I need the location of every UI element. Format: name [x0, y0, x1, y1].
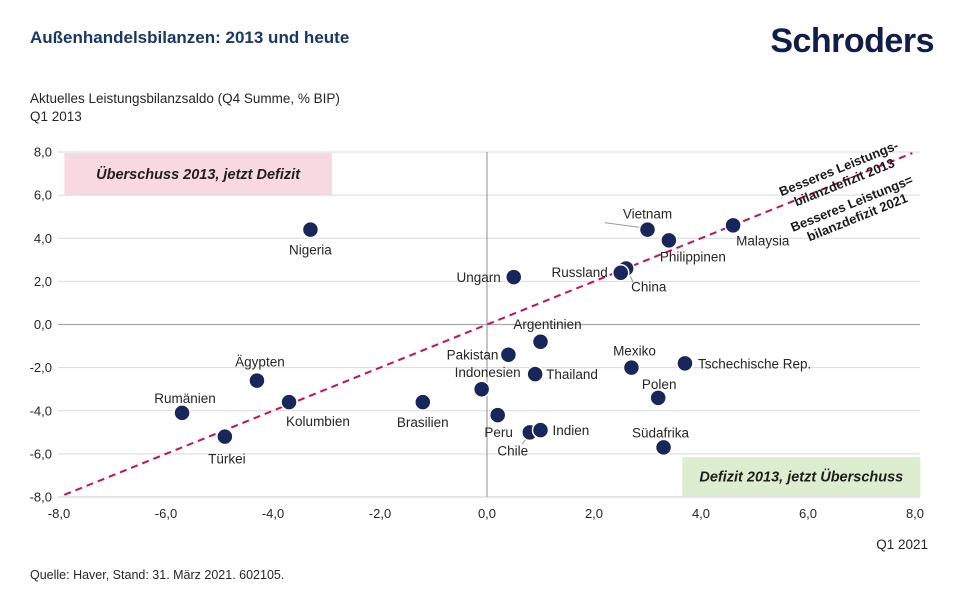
data-point-russland — [612, 264, 630, 282]
data-point-label-brasilien: Brasilien — [397, 415, 449, 430]
x-tick--6,0: -6,0 — [155, 506, 177, 521]
data-point-t-rkei — [216, 427, 234, 446]
data-point-label-russland: Russland — [551, 265, 607, 280]
data-point-label-rum-nien: Rumänien — [154, 391, 216, 406]
data-point-kolumbien — [280, 393, 298, 411]
data-point-mexiko — [622, 358, 641, 377]
data-point-philippinen — [660, 231, 678, 250]
data-point-label-gypten: Ägypten — [235, 355, 285, 370]
y-axis-title: Aktuelles Leistungsbilanzsaldo (Q4 Summe… — [30, 90, 340, 126]
x-tick--8,0: -8,0 — [48, 506, 70, 521]
data-point-label-china: China — [631, 279, 667, 294]
x-tick-0,0: 0,0 — [478, 506, 496, 521]
data-point-label-philippinen: Philippinen — [660, 249, 726, 264]
data-point-gypten — [248, 371, 266, 390]
y-tick--2,0: -2,0 — [30, 360, 52, 375]
x-axis-title: Q1 2021 — [876, 537, 928, 552]
data-point-argentinien — [531, 333, 550, 351]
data-point-label-thailand: Thailand — [546, 367, 598, 382]
y-tick-0,0: 0,0 — [34, 317, 52, 332]
data-point-label-argentinien: Argentinien — [513, 317, 581, 332]
data-point-malaysia — [724, 216, 742, 235]
data-point-label-ungarn: Ungarn — [456, 270, 500, 285]
data-point-thailand — [526, 365, 544, 383]
region-box-defizit-2013-jetzt-ueberschuss — [682, 457, 921, 496]
y-tick--4,0: -4,0 — [30, 403, 52, 418]
data-point-label-s-dafrika: Südafrika — [632, 425, 690, 440]
x-tick-6,0: 6,0 — [799, 506, 817, 521]
data-point-label-kolumbien: Kolumbien — [286, 414, 350, 429]
data-point-label-chile: Chile — [497, 443, 528, 458]
x-tick-2,0: 2,0 — [585, 506, 603, 521]
data-point-indonesien — [472, 380, 491, 398]
data-point-label-nigeria: Nigeria — [289, 243, 332, 258]
y-tick--6,0: -6,0 — [30, 446, 52, 461]
data-point-label-indonesien: Indonesien — [455, 365, 521, 380]
region-box-ueberschuss-2013-jetzt-defizit — [64, 153, 332, 196]
data-point-rum-nien — [173, 404, 191, 422]
leader-line-vietnam — [604, 222, 642, 229]
source-note: Quelle: Haver, Stand: 31. März 2021. 602… — [30, 568, 285, 582]
data-point-label-polen: Polen — [642, 377, 677, 392]
data-point-tschechische-rep — [676, 354, 694, 373]
schroders-logo: Schroders — [770, 22, 934, 60]
region-label-defizit-2013-jetzt-ueberschuss: Defizit 2013, jetzt Überschuss — [699, 469, 903, 486]
x-tick-4,0: 4,0 — [692, 506, 710, 521]
data-point-vietnam — [638, 220, 657, 239]
data-point-indien — [531, 421, 550, 439]
data-point-label-pakistan: Pakistan — [447, 348, 499, 363]
data-point-peru — [488, 406, 507, 424]
y-axis-title-line2: Q1 2013 — [30, 109, 82, 124]
y-tick-6,0: 6,0 — [34, 188, 52, 203]
x-tick--2,0: -2,0 — [369, 506, 391, 521]
data-point-label-vietnam: Vietnam — [623, 207, 672, 222]
y-tick-8,0: 8,0 — [34, 145, 52, 160]
data-point-label-tschechische-rep: Tschechische Rep. — [698, 356, 811, 371]
data-point-nigeria — [301, 220, 320, 239]
data-point-brasilien — [414, 393, 432, 411]
data-point-s-dafrika — [654, 438, 673, 457]
data-point-label-malaysia: Malaysia — [736, 233, 790, 248]
data-point-ungarn — [505, 268, 523, 286]
region-label-ueberschuss-2013-jetzt-defizit: Überschuss 2013, jetzt Defizit — [96, 166, 301, 183]
data-point-label-mexiko: Mexiko — [613, 344, 656, 359]
identity-reference-line — [63, 152, 913, 496]
data-point-pakistan — [499, 345, 518, 364]
y-tick--8,0: -8,0 — [30, 490, 52, 505]
x-tick--4,0: -4,0 — [262, 506, 284, 521]
x-tick-8,0: 8,0 — [906, 506, 924, 521]
y-tick-4,0: 4,0 — [34, 231, 52, 246]
page-title: Außenhandelsbilanzen: 2013 und heute — [30, 28, 350, 47]
data-point-polen — [649, 389, 667, 407]
data-point-label-peru: Peru — [484, 425, 513, 440]
data-point-label-indien: Indien — [553, 423, 590, 438]
y-axis-title-line1: Aktuelles Leistungsbilanzsaldo (Q4 Summe… — [30, 91, 340, 106]
data-point-label-t-rkei: Türkei — [208, 452, 246, 467]
y-tick-2,0: 2,0 — [34, 274, 52, 289]
